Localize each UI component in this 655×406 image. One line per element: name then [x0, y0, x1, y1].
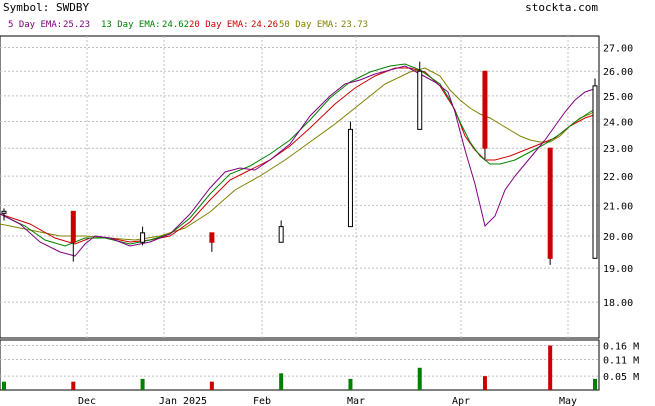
- legend-ema50-label: 50 Day EMA:: [279, 20, 339, 30]
- x-label-mar: Mar: [347, 396, 365, 406]
- price-panel-border: [0, 35, 600, 339]
- candles: [1, 61, 598, 265]
- candle-body: [592, 85, 598, 259]
- volume-bar: [417, 367, 422, 390]
- candle-body: [417, 70, 423, 130]
- x-label-feb: Feb: [253, 396, 271, 406]
- volume-bars: [2, 345, 597, 390]
- candle-body: [347, 128, 353, 228]
- x-label-may: May: [559, 396, 577, 406]
- legend-ema5-value: 25.23: [63, 20, 90, 30]
- legend-ema13-label: 13 Day EMA:: [101, 20, 161, 30]
- price-tick-label: 18.00: [603, 298, 633, 309]
- price-tick-label: 25.00: [603, 92, 633, 103]
- price-tick-label: 27.00: [603, 44, 633, 55]
- volume-panel-border: [0, 339, 600, 391]
- price-tick-label: 23.00: [603, 144, 633, 155]
- volume-bar: [593, 378, 597, 390]
- price-tick-label: 20.00: [603, 232, 633, 243]
- x-label-dec: Dec: [78, 396, 96, 406]
- candle-body: [278, 226, 284, 243]
- price-y-axis: 27.00 26.00 25.00 24.00 23.00 22.00 21.00 20.00…: [603, 44, 633, 310]
- price-tick-label: 21.00: [603, 201, 633, 212]
- ema20-line: [0, 67, 598, 245]
- volume-y-axis: 0.16 M 0.11 M 0.05 M: [603, 342, 639, 384]
- candle-body: [209, 232, 215, 243]
- candle-body: [1, 210, 7, 214]
- ema-legend: 5 Day EMA: 25.23 13 Day EMA: 24.62 20 Da…: [8, 20, 368, 30]
- candle-body: [70, 210, 76, 243]
- price-tick-label: 26.00: [603, 67, 633, 78]
- volume-bar: [71, 381, 76, 390]
- x-axis: Dec Jan 2025 Feb Mar Apr May: [78, 396, 577, 406]
- price-panel: 27.00 26.00 25.00 24.00 23.00 22.00 21.00 20.00…: [0, 35, 633, 339]
- volume-bar: [2, 381, 6, 390]
- price-tick-label: 19.00: [603, 264, 633, 275]
- volume-bar: [482, 376, 487, 390]
- volume-tick-label: 0.05 M: [603, 372, 639, 383]
- volume-panel: 0.16 M 0.11 M 0.05 M: [0, 339, 639, 391]
- x-label-jan: Jan 2025: [159, 396, 207, 406]
- ema-lines: [0, 63, 598, 257]
- price-tick-label: 24.00: [603, 117, 633, 128]
- volume-bar: [279, 373, 284, 390]
- price-tick-label: 22.00: [603, 172, 633, 183]
- legend-ema20-label: 20 Day EMA:: [189, 20, 249, 30]
- volume-bar: [209, 381, 214, 390]
- candle-body: [140, 232, 146, 243]
- ema13-line: [0, 63, 598, 247]
- volume-bar: [140, 378, 145, 390]
- brand-label: stockta.com: [525, 1, 598, 14]
- volume-bar: [348, 378, 353, 390]
- candle-body: [482, 70, 488, 149]
- volume-bar: [548, 345, 553, 390]
- candle-body: [547, 147, 553, 259]
- x-label-apr: Apr: [452, 396, 470, 406]
- symbol-title: Symbol: SWDBY: [3, 1, 89, 14]
- legend-ema5-label: 5 Day EMA:: [8, 20, 62, 30]
- legend-ema13-value: 24.62: [162, 20, 189, 30]
- volume-tick-label: 0.11 M: [603, 355, 639, 366]
- legend-ema50-value: 23.73: [341, 20, 368, 30]
- ema5-line: [0, 65, 598, 257]
- volume-tick-label: 0.16 M: [603, 342, 639, 353]
- legend-ema20-value: 24.26: [251, 20, 278, 30]
